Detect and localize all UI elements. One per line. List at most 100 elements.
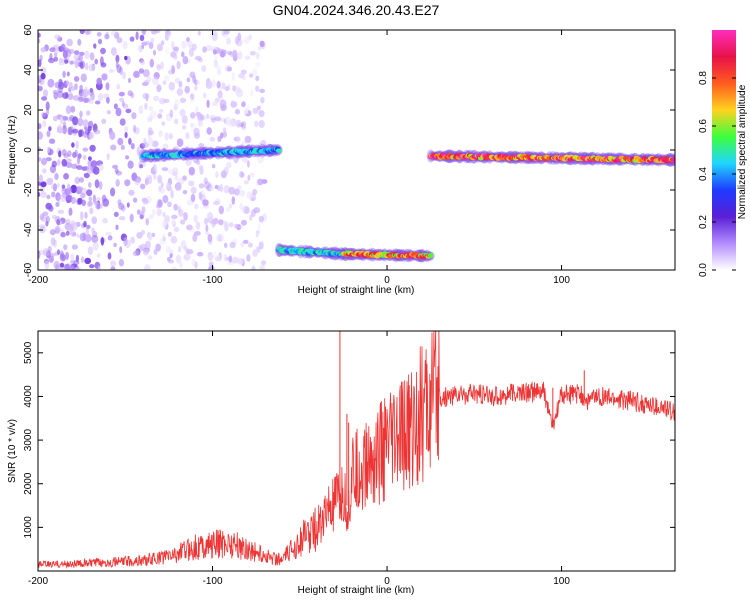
spectrogram-x-tick-label: -100 [203, 275, 223, 286]
noise-blob [89, 144, 96, 152]
noise-blob [68, 187, 73, 195]
colorbar-tick-label: 0.4 [698, 167, 709, 181]
noise-blob [66, 117, 74, 122]
noise-blob [101, 118, 107, 125]
noise-blob [94, 58, 98, 65]
noise-blob [42, 120, 47, 128]
noise-blob [67, 93, 74, 101]
noise-blob [183, 253, 191, 261]
spectrogram-marks [38, 30, 675, 270]
noise-blob [153, 72, 160, 80]
noise-blob [53, 239, 57, 248]
noise-blob [155, 243, 161, 252]
noise-blob [84, 50, 90, 60]
noise-blob [210, 30, 218, 36]
noise-blob [194, 85, 198, 91]
noise-blob [49, 252, 56, 258]
noise-blob [233, 223, 239, 229]
noise-blob [161, 167, 169, 172]
noise-blob [88, 156, 92, 162]
noise-blob [153, 95, 160, 102]
noise-blob [38, 123, 42, 130]
snr-y-tick-label: 5000 [23, 341, 34, 364]
noise-blob [233, 155, 239, 164]
noise-blob [118, 259, 124, 267]
noise-blob [51, 191, 56, 198]
snr-y-label: SNR (10 * v/v) [7, 419, 18, 483]
noise-blob [38, 75, 42, 84]
noise-blob [107, 252, 112, 260]
noise-blob [257, 46, 262, 51]
noise-blob [190, 98, 195, 103]
noise-blob [170, 190, 174, 199]
noise-blob [50, 237, 56, 247]
noise-blob [147, 137, 154, 147]
noise-blob [157, 199, 163, 208]
noise-blob [180, 219, 186, 225]
noise-blob [93, 166, 100, 175]
noise-blob [38, 191, 41, 198]
noise-blob [58, 150, 62, 158]
noise-blob [79, 61, 84, 70]
noise-blob [130, 236, 136, 244]
spectrogram-y-tick-label: -60 [23, 262, 34, 277]
noise-blob [78, 177, 85, 183]
noise-blob [65, 49, 72, 58]
noise-blob [63, 244, 68, 251]
noise-blob [250, 172, 255, 178]
noise-blob [255, 85, 260, 92]
noise-blob [164, 132, 169, 141]
noise-blob [98, 181, 103, 190]
noise-blob [51, 160, 57, 168]
noise-blob [232, 256, 239, 264]
noise-blob [157, 113, 163, 119]
noise-blob [171, 266, 178, 270]
noise-blob [149, 114, 153, 122]
noise-blob [197, 251, 204, 257]
colorbar-label: Normalized spectral amplitude [737, 84, 748, 219]
noise-blob [136, 146, 140, 156]
noise-blob [193, 214, 198, 223]
spectrogram-y-tick-label: -20 [23, 182, 34, 197]
noise-blob [233, 188, 241, 196]
noise-blob [77, 197, 83, 205]
noise-blob [119, 118, 126, 126]
noise-blob [60, 116, 64, 125]
noise-blob [173, 46, 179, 52]
noise-blob [188, 180, 195, 187]
noise-blob [86, 224, 91, 229]
noise-blob [150, 37, 155, 44]
noise-blob [151, 140, 159, 148]
noise-blob [84, 234, 92, 243]
noise-blob [45, 157, 52, 162]
noise-blob [208, 265, 215, 270]
noise-blob [74, 176, 81, 184]
noise-blob [243, 239, 249, 244]
noise-blob [159, 97, 166, 105]
snr-x-tick-label: -100 [203, 576, 223, 587]
noise-blob [166, 182, 172, 192]
noise-blob [40, 215, 48, 223]
noise-blob [76, 198, 81, 206]
noise-blob [139, 34, 145, 42]
snr-y-tick-label: 1000 [23, 516, 34, 539]
noise-blob [71, 196, 76, 205]
noise-blob [254, 120, 259, 128]
noise-blob [51, 184, 57, 190]
snr-y-ticks: 1000 2000 3000 4000 5000 [23, 341, 675, 538]
noise-blob [116, 37, 123, 44]
spectrogram-plot-area [38, 30, 675, 270]
noise-blob [38, 59, 42, 67]
noise-blob [115, 224, 119, 231]
noise-blob [217, 135, 222, 143]
noise-blob [73, 50, 80, 55]
noise-blob [122, 71, 126, 80]
noise-blob [142, 248, 150, 256]
noise-blob [172, 167, 179, 176]
noise-blob [154, 30, 161, 34]
noise-blob [47, 78, 55, 88]
noise-blob [79, 110, 83, 119]
noise-blob [235, 135, 241, 144]
noise-blob [42, 89, 49, 98]
noise-blob [38, 78, 43, 84]
